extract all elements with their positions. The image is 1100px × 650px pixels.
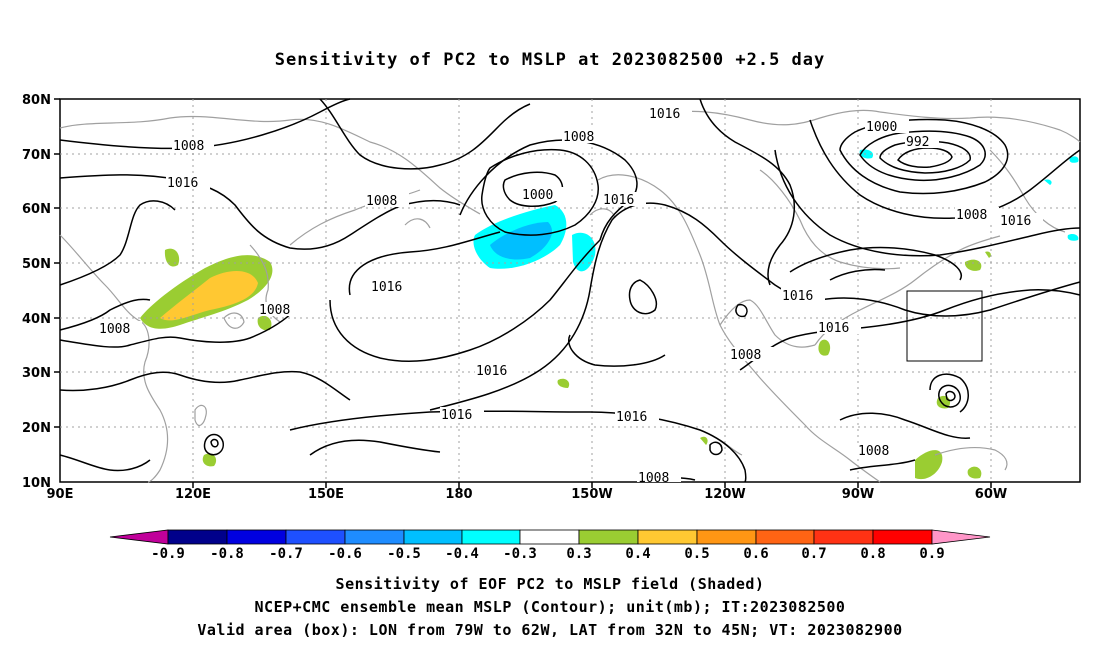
lat-label: 80N <box>22 93 51 108</box>
colorbar-swatch <box>109 529 169 545</box>
caption-valid-area: Valid area (box): LON from 79W to 62W, L… <box>197 621 903 639</box>
colorbar-label: -0.7 <box>269 546 303 562</box>
lon-label: 150E <box>308 487 344 502</box>
page-title: Sensitivity of PC2 to MSLP at 2023082500… <box>274 50 826 70</box>
sensitivity-shading <box>140 149 1079 480</box>
colorbar-label: 0.6 <box>743 546 768 562</box>
contour-label: 1008 <box>638 471 669 486</box>
colorbar-label: -0.6 <box>328 546 362 562</box>
contour-label: 1008 <box>259 303 290 318</box>
colorbar-swatch <box>226 529 287 545</box>
contour-label: 1008 <box>858 444 889 459</box>
lon-label: 180 <box>445 487 472 502</box>
lon-axis: 90E 120E 150E 180 150W 120W 90W 60W <box>47 482 1007 502</box>
contour-label: 1016 <box>818 321 849 336</box>
lon-label: 60W <box>975 487 1007 502</box>
caption-contour: NCEP+CMC ensemble mean MSLP (Contour); u… <box>254 598 846 616</box>
colorbar-swatch <box>285 529 346 545</box>
contour-label: 1016 <box>603 193 634 208</box>
colorbar-swatch <box>696 529 757 545</box>
colorbar-label: -0.3 <box>503 546 537 562</box>
lat-label: 30N <box>22 366 51 381</box>
lat-label: 50N <box>22 257 51 272</box>
colorbar-swatch <box>872 529 933 545</box>
lat-label: 20N <box>22 421 51 436</box>
lat-label: 60N <box>22 202 51 217</box>
lon-label: 150W <box>571 487 612 502</box>
lat-label: 10N <box>22 476 51 491</box>
colorbar-swatch <box>461 529 521 545</box>
lat-label: 70N <box>22 148 51 163</box>
contour-label: 1008 <box>563 130 594 145</box>
colorbar-label: 0.5 <box>684 546 709 562</box>
colorbar-label: -0.4 <box>445 546 479 562</box>
colorbar-label: 0.3 <box>566 546 591 562</box>
contour-label: 1016 <box>782 289 813 304</box>
contour-label: 1000 <box>522 188 553 203</box>
contour-labels: 1008 1016 1008 1016 1000 1008 1016 1016 … <box>98 106 1043 486</box>
lon-label: 120E <box>175 487 211 502</box>
contour-label: 1000 <box>866 120 897 135</box>
lat-axis: 80N 70N 60N 50N 40N 30N 20N 10N <box>22 93 60 491</box>
colorbar-label: 0.7 <box>801 546 826 562</box>
colorbar-label: 0.9 <box>919 546 944 562</box>
valid-area-box <box>906 290 983 362</box>
contour-label: 1016 <box>616 410 647 425</box>
contour-label: 1016 <box>1000 214 1031 229</box>
contour-label: 992 <box>906 135 929 150</box>
contour-label: 1016 <box>371 280 402 295</box>
lon-label: 120W <box>704 487 745 502</box>
lat-label: 40N <box>22 312 51 327</box>
colorbar-label: -0.8 <box>210 546 244 562</box>
colorbar-label: -0.5 <box>387 546 421 562</box>
mslp-contours <box>59 98 1081 483</box>
contour-label: 1008 <box>730 348 761 363</box>
contour-label: 1016 <box>441 408 472 423</box>
contour-label: 1008 <box>366 194 397 209</box>
colorbar-swatch <box>519 529 580 545</box>
colorbar-swatch <box>167 529 228 545</box>
contour-label: 1008 <box>99 322 130 337</box>
colorbar-swatch <box>755 529 815 545</box>
colorbar-swatch <box>578 529 639 545</box>
lon-label: 90E <box>47 487 74 502</box>
contour-label: 1008 <box>173 139 204 154</box>
colorbar-swatch <box>344 529 405 545</box>
colorbar-label: -0.9 <box>151 546 185 562</box>
contour-label: 1016 <box>167 176 198 191</box>
colorbar-label: 0.8 <box>860 546 885 562</box>
colorbar-swatch <box>813 529 874 545</box>
contour-label: 1008 <box>956 208 987 223</box>
colorbar-swatch <box>931 529 991 545</box>
lon-label: 90W <box>842 487 874 502</box>
colorbar-swatch <box>403 529 463 545</box>
colorbar-label: 0.4 <box>625 546 650 562</box>
colorbar: -0.9 -0.8 -0.7 -0.6 -0.5 -0.4 -0.3 0.3 0… <box>109 529 991 562</box>
contour-label: 1016 <box>476 364 507 379</box>
coastlines <box>59 109 1081 483</box>
caption-shading: Sensitivity of EOF PC2 to MSLP field (Sh… <box>335 575 765 593</box>
contour-label: 1016 <box>649 107 680 122</box>
colorbar-swatch <box>637 529 698 545</box>
